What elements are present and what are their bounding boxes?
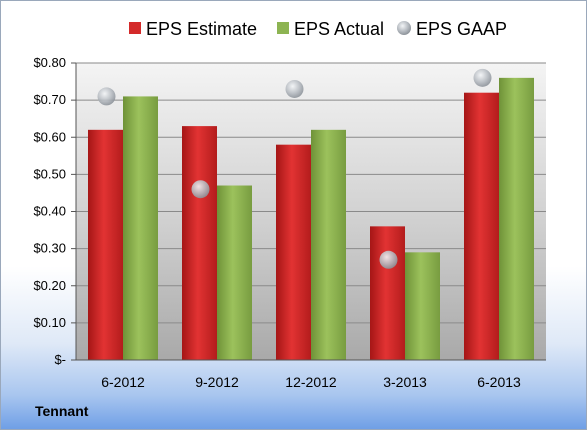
legend-swatch-gaap: [397, 21, 411, 35]
y-tick-label: $0.50: [33, 166, 66, 181]
bars: [88, 77, 534, 360]
y-tick-label: $-: [54, 352, 66, 367]
legend: EPS Estimate EPS Actual EPS GAAP: [129, 19, 507, 39]
bar-eps-estimate: [182, 126, 217, 360]
legend-swatch-actual: [277, 22, 289, 34]
legend-swatch-estimate: [129, 22, 141, 34]
x-tick-label: 9-2012: [195, 374, 239, 390]
y-tick-label: $0.10: [33, 315, 66, 330]
x-axis: 6-2012 9-2012 12-2012 3-2013 6-2013: [76, 359, 546, 390]
marker-eps-gaap: [191, 180, 210, 199]
x-tick-label: 3-2013: [383, 374, 427, 390]
bar-eps-estimate: [276, 144, 311, 360]
bar-eps-actual: [123, 96, 158, 360]
y-tick-label: $0.40: [33, 204, 66, 219]
company-label: Tennant: [35, 403, 89, 419]
marker-eps-gaap: [473, 68, 492, 87]
legend-label-gaap: EPS GAAP: [416, 19, 507, 39]
bar-eps-actual: [405, 252, 440, 360]
legend-label-actual: EPS Actual: [294, 19, 384, 39]
y-axis: $- $0.10 $0.20 $0.30 $0.40 $0.50 $0.60 $0.70 $0.…: [33, 55, 77, 367]
bar-eps-actual: [499, 77, 534, 360]
legend-label-estimate: EPS Estimate: [146, 19, 257, 39]
x-tick-label: 12-2012: [285, 374, 337, 390]
y-tick-label: $0.70: [33, 92, 66, 107]
x-tick-label: 6-2012: [101, 374, 145, 390]
marker-eps-gaap: [285, 79, 304, 98]
x-tick-label: 6-2013: [477, 374, 521, 390]
y-tick-label: $0.20: [33, 278, 66, 293]
bar-eps-estimate: [370, 226, 405, 360]
y-tick-label: $0.30: [33, 241, 66, 256]
marker-eps-gaap: [379, 250, 398, 269]
gaap-markers: [97, 68, 492, 269]
bar-eps-actual: [217, 185, 252, 360]
y-tick-label: $0.80: [33, 55, 66, 70]
bar-eps-actual: [311, 129, 346, 360]
marker-eps-gaap: [97, 87, 116, 106]
bar-eps-estimate: [88, 129, 123, 360]
y-tick-label: $0.60: [33, 129, 66, 144]
bar-eps-estimate: [464, 92, 499, 360]
